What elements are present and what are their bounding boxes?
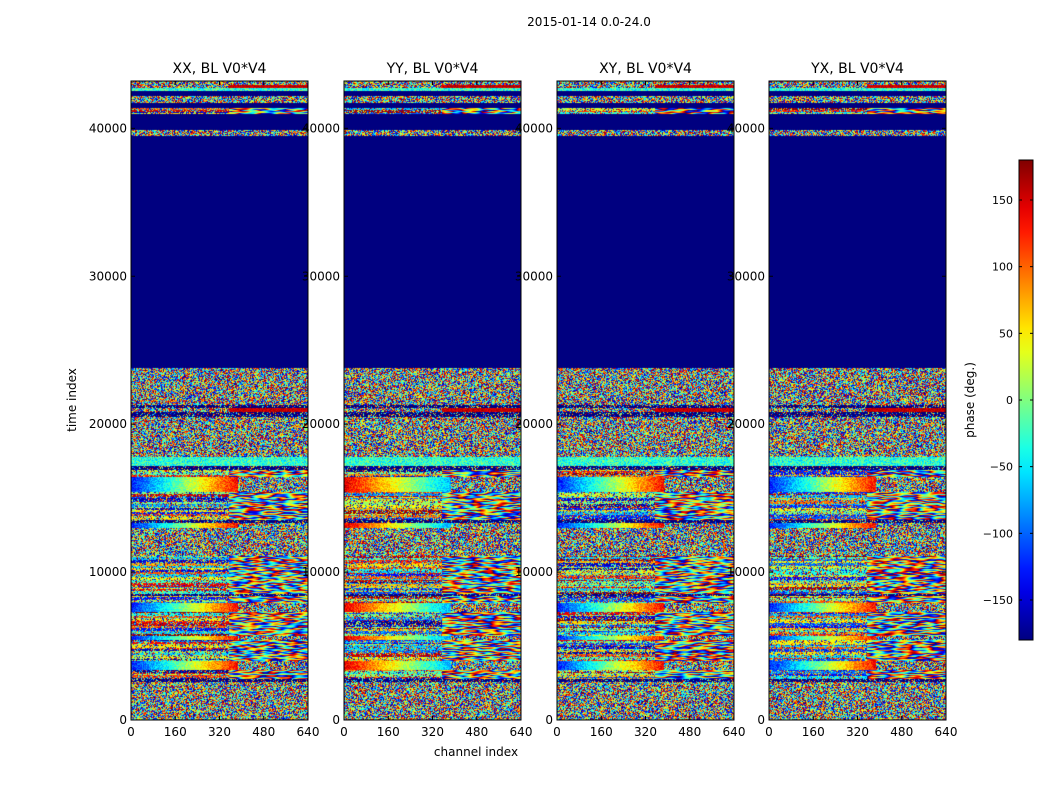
- colorbar-tick-label: 50: [999, 327, 1013, 340]
- x-tick-label: 160: [802, 725, 825, 739]
- panel-title: YY, BL V0*V4: [386, 61, 479, 77]
- colorbar-label: phase (deg.): [963, 362, 977, 438]
- colorbar-tick-label: −150: [983, 594, 1013, 607]
- x-tick-label: 480: [252, 725, 275, 739]
- heatmap-image: [557, 81, 734, 720]
- y-tick-label: 0: [119, 713, 127, 727]
- x-tick-label: 320: [421, 725, 444, 739]
- y-tick-label: 0: [757, 713, 765, 727]
- x-tick-label: 480: [465, 725, 488, 739]
- x-tick-label: 640: [510, 725, 533, 739]
- x-tick-label: 320: [846, 725, 869, 739]
- x-tick-label: 0: [765, 725, 773, 739]
- y-tick-label: 20000: [727, 417, 765, 431]
- heatmap-panel: YY, BL V0*V4 0 160 320 480 640 0 10000 20000 3000…: [302, 61, 533, 739]
- x-tick-label: 480: [678, 725, 701, 739]
- heatmap-panel: XY, BL V0*V4 0 160 320 480 640 0 10000 20000 3000…: [515, 61, 746, 739]
- heatmap-image: [131, 81, 308, 720]
- y-tick-label: 30000: [515, 269, 553, 283]
- x-tick-label: 480: [890, 725, 913, 739]
- y-tick-label: 0: [545, 713, 553, 727]
- y-tick-label: 20000: [89, 417, 127, 431]
- y-tick-label: 10000: [515, 565, 553, 579]
- x-tick-label: 0: [553, 725, 561, 739]
- x-axis-label: channel index: [434, 745, 518, 759]
- y-tick-label: 30000: [727, 269, 765, 283]
- x-tick-label: 640: [297, 725, 320, 739]
- heatmap-panel: XX, BL V0*V4 0 160 320 480 640 0 10000 20000 3000…: [89, 61, 320, 739]
- y-tick-label: 20000: [515, 417, 553, 431]
- heatmap-panels: XX, BL V0*V4 0 160 320 480 640 0 10000 20000 3000…: [89, 61, 958, 739]
- y-tick-label: 20000: [302, 417, 340, 431]
- heatmap-panel: YX, BL V0*V4 0 160 320 480 640 0 10000 20000 3000…: [727, 61, 958, 739]
- y-tick-label: 10000: [727, 565, 765, 579]
- x-tick-label: 160: [377, 725, 400, 739]
- y-tick-label: 10000: [89, 565, 127, 579]
- panel-title: XX, BL V0*V4: [173, 61, 267, 77]
- x-tick-label: 640: [935, 725, 958, 739]
- y-tick-label: 40000: [89, 121, 127, 135]
- x-tick-label: 0: [127, 725, 135, 739]
- x-tick-label: 160: [164, 725, 187, 739]
- colorbar-tick-label: −100: [983, 527, 1013, 540]
- y-axis-label: time index: [65, 368, 79, 432]
- y-tick-label: 40000: [727, 121, 765, 135]
- x-tick-label: 320: [634, 725, 657, 739]
- heatmap-image: [769, 81, 946, 720]
- x-tick-label: 0: [340, 725, 348, 739]
- y-tick-label: 0: [332, 713, 340, 727]
- x-tick-label: 640: [723, 725, 746, 739]
- x-tick-label: 320: [208, 725, 231, 739]
- x-tick-label: 160: [590, 725, 613, 739]
- colorbar-tick-label: 150: [992, 194, 1013, 207]
- figure-suptitle: 2015-01-14 0.0-24.0: [527, 15, 651, 29]
- y-tick-label: 40000: [302, 121, 340, 135]
- colorbar-tick-label: 100: [992, 261, 1013, 274]
- panel-title: YX, BL V0*V4: [810, 61, 904, 77]
- colorbar: 150 100 50 0 −50 −100 −150: [983, 159, 1034, 641]
- colorbar-tick-label: −50: [990, 461, 1013, 474]
- panel-title: XY, BL V0*V4: [599, 61, 692, 77]
- heatmap-image: [344, 81, 521, 720]
- y-tick-label: 40000: [515, 121, 553, 135]
- y-tick-label: 10000: [302, 565, 340, 579]
- y-tick-label: 30000: [89, 269, 127, 283]
- colorbar-tick-label: 0: [1006, 394, 1013, 407]
- y-tick-label: 30000: [302, 269, 340, 283]
